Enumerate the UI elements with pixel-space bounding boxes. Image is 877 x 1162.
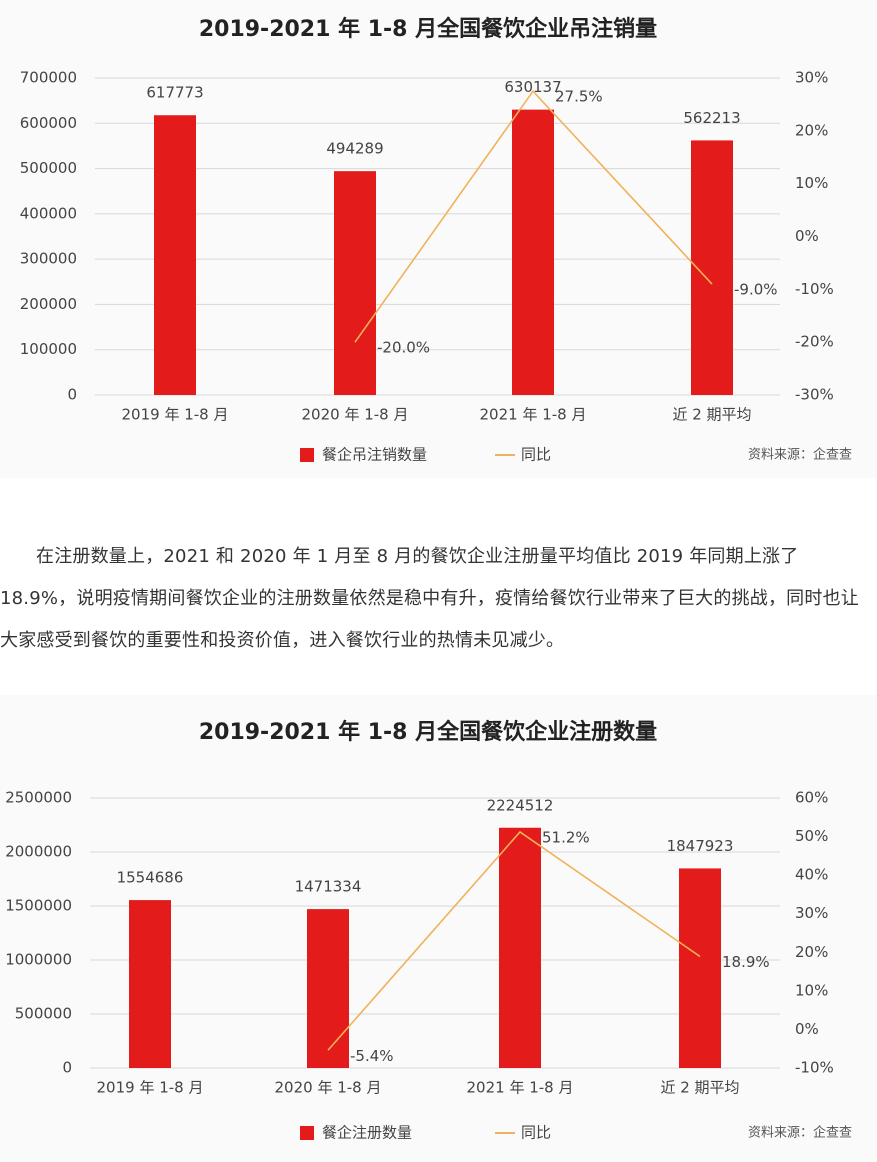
y2-tick-label: 50% <box>795 827 828 845</box>
y2-tick-label: -30% <box>795 386 834 404</box>
line <box>327 830 701 1051</box>
legend-label: 同比 <box>521 1124 551 1142</box>
bar <box>334 171 376 395</box>
chart: 2019-2021 年 1-8 月全国餐饮企业吊注销量 0 100000 200000… <box>0 0 877 478</box>
line-value-label: 27.5% <box>555 88 603 106</box>
bar-value-label: 630137 <box>504 78 561 96</box>
y-tick-label: 0 <box>67 386 77 404</box>
x-tick-label: 2019 年 1-8 月 <box>97 1079 204 1097</box>
y2-tick-label: 20% <box>795 943 828 961</box>
y-tick-label: 300000 <box>20 250 77 268</box>
y-tick-label: 1000000 <box>5 951 72 969</box>
y2-tick-label: 10% <box>795 174 828 192</box>
legend-label: 餐企吊注销数量 <box>322 446 427 464</box>
chart: 2019-2021 年 1-8 月全国餐饮企业注册数量 0 500000 100000… <box>0 695 877 1162</box>
y2-tick-label: 0% <box>795 227 819 245</box>
legend-swatch <box>300 1126 314 1140</box>
y2-tick-label: 0% <box>795 1020 819 1038</box>
y2-tick-label: 10% <box>795 981 828 999</box>
y2-tick-label: 30% <box>795 904 828 922</box>
bar-value-label: 1847923 <box>667 837 734 855</box>
source: 资料来源：企查查 <box>748 447 852 463</box>
y-tick-label: 1500000 <box>5 897 72 915</box>
y-tick-label: 2000000 <box>5 843 72 861</box>
x-tick-label: 2021 年 1-8 月 <box>480 406 587 424</box>
legend-swatch <box>300 448 314 462</box>
x-tick-label: 2021 年 1-8 月 <box>467 1079 574 1097</box>
x-tick-label: 近 2 期平均 <box>672 406 751 424</box>
bar-value-label: 562213 <box>683 109 740 127</box>
chart-title: 2019-2021 年 1-8 月全国餐饮企业注册数量 <box>199 719 657 745</box>
bar-value-label: 617773 <box>146 84 203 102</box>
bar <box>307 909 349 1068</box>
y2-tick-label: 30% <box>795 69 828 87</box>
line-value-label: 51.2% <box>542 828 590 846</box>
x-tick-label: 2019 年 1-8 月 <box>122 406 229 424</box>
source: 资料来源：企查查 <box>748 1125 852 1141</box>
bar-value-label: 1554686 <box>117 869 184 887</box>
legend-label: 餐企注册数量 <box>322 1124 412 1142</box>
y2-tick-label: -10% <box>795 1059 834 1077</box>
bar <box>679 868 721 1068</box>
y-tick-label: 500000 <box>20 159 77 177</box>
legend-label: 同比 <box>521 446 551 464</box>
line <box>354 89 713 343</box>
y2-tick-label: 20% <box>795 121 828 139</box>
paragraph: 在注册数量上，2021 和 2020 年 1 月至 8 月的餐饮企业注册量平均值… <box>0 546 859 651</box>
bar <box>154 115 196 395</box>
y-tick-label: 2500000 <box>5 789 72 807</box>
bar-value-label: 494289 <box>326 140 383 158</box>
line-value-label: -20.0% <box>377 339 430 357</box>
bar <box>499 827 541 1068</box>
y-tick-label: 100000 <box>20 340 77 358</box>
y-tick-label: 600000 <box>20 114 77 132</box>
bar <box>512 109 554 396</box>
y-tick-label: 700000 <box>20 69 77 87</box>
bar <box>129 900 171 1068</box>
line-value-label: -5.4% <box>350 1047 394 1065</box>
x-tick-label: 近 2 期平均 <box>660 1079 739 1097</box>
y-tick-label: 0 <box>62 1059 72 1077</box>
chart-title: 2019-2021 年 1-8 月全国餐饮企业吊注销量 <box>199 16 657 42</box>
y2-tick-label: 40% <box>795 866 828 884</box>
y2-tick-label: -10% <box>795 280 834 298</box>
y-tick-label: 400000 <box>20 204 77 222</box>
line-value-label: -9.0% <box>734 281 778 299</box>
y2-tick-label: -20% <box>795 333 834 351</box>
bar <box>691 140 733 395</box>
bar-value-label: 2224512 <box>487 796 554 814</box>
x-tick-label: 2020 年 1-8 月 <box>302 406 409 424</box>
y2-tick-label: 60% <box>795 789 828 807</box>
line-value-label: 18.9% <box>722 953 770 971</box>
y-tick-label: 500000 <box>15 1005 72 1023</box>
x-tick-label: 2020 年 1-8 月 <box>275 1079 382 1097</box>
bar-value-label: 1471334 <box>295 878 362 896</box>
y-tick-label: 200000 <box>20 295 77 313</box>
